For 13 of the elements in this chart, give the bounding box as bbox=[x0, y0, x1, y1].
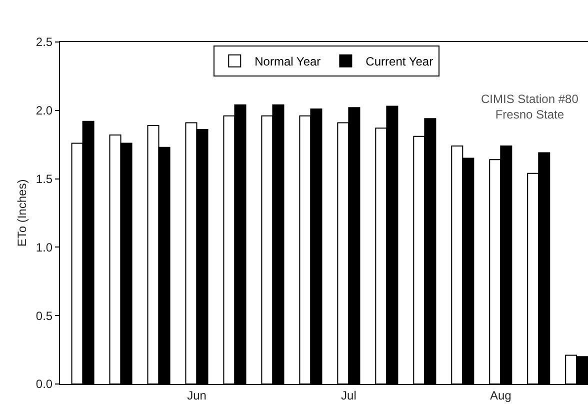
y-tick-label: 0.5 bbox=[36, 308, 53, 323]
legend-label: Normal Year bbox=[254, 54, 321, 69]
legend-label: Current Year bbox=[366, 54, 434, 69]
x-tick-label: Aug bbox=[490, 388, 512, 402]
y-tick-label: 1.5 bbox=[36, 172, 53, 186]
y-tick-label: 1.0 bbox=[36, 240, 53, 254]
y-tick-label: 0.0 bbox=[36, 377, 53, 392]
y-tick-label: 2.0 bbox=[36, 104, 53, 118]
annotation: CIMIS Station #80 Fresno State bbox=[481, 92, 579, 122]
y-tick-label: 2.5 bbox=[36, 35, 53, 50]
y-axis-title: ETo (Inches) bbox=[15, 179, 29, 247]
x-tick-label: Jul bbox=[341, 388, 356, 402]
x-tick-label: Jun bbox=[187, 388, 206, 402]
